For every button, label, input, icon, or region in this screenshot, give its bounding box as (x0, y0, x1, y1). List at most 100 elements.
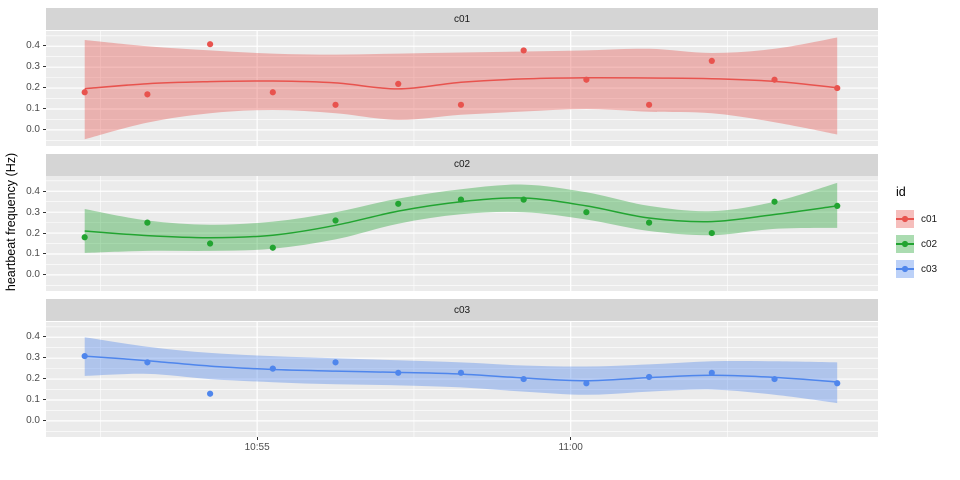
facet-strip-c03: c03 (46, 299, 878, 321)
data-point-c01 (771, 76, 778, 83)
data-point-c02 (457, 196, 465, 203)
legend-key-graphic-c03 (896, 260, 914, 278)
y-tick-mark (42, 66, 46, 68)
y-tick-label: 0.4 (26, 331, 40, 343)
legend-title: id (896, 185, 906, 199)
data-point-c03 (771, 375, 778, 382)
data-point-c03 (207, 390, 214, 397)
x-tick-label: 11:00 (558, 441, 583, 453)
facet-panel-c02 (46, 176, 878, 291)
data-point-c03 (645, 373, 653, 380)
data-point-c01 (81, 88, 88, 95)
data-point-c02 (771, 198, 778, 205)
trend-line-c01 (84, 76, 838, 90)
data-point-c01 (834, 84, 841, 91)
data-point-c03 (81, 352, 88, 359)
legend-entry-c01: c01 (896, 210, 937, 228)
data-point-c01 (645, 101, 653, 108)
y-tick-mark (42, 107, 46, 109)
legend-key-swatch-c03 (896, 260, 914, 278)
data-point-c03 (520, 375, 527, 382)
y-tick-label: 0.3 (26, 206, 40, 218)
y-tick-label: 0.4 (26, 40, 40, 52)
data-point-c02 (520, 196, 527, 203)
y-tick-label: 0.0 (26, 414, 40, 426)
data-point-c02 (207, 240, 214, 247)
data-point-c02 (144, 219, 151, 226)
y-tick-mark (42, 336, 46, 338)
y-tick-label: 0.2 (26, 227, 40, 239)
legend-key-swatch-c01 (896, 210, 914, 228)
data-point-c02 (834, 202, 841, 209)
data-point-c01 (395, 80, 402, 87)
facet-strip-label: c01 (453, 13, 471, 25)
data-point-c02 (269, 244, 276, 251)
y-tick-mark (42, 128, 46, 130)
facet-panel-c03 (46, 321, 878, 437)
y-tick-label: 0.4 (26, 185, 40, 197)
x-tick-mark (256, 436, 258, 440)
data-point-c02 (81, 234, 88, 241)
y-tick-mark (42, 211, 46, 213)
data-point-c02 (708, 229, 715, 237)
y-tick-label: 0.3 (26, 352, 40, 364)
data-point-c03 (583, 379, 590, 386)
legend-key-graphic-c01 (896, 210, 914, 228)
y-tick-label: 0.3 (26, 61, 40, 73)
facet-strip-c01: c01 (46, 8, 878, 30)
data-point-c02 (332, 217, 339, 224)
x-tick-mark (570, 436, 572, 440)
y-tick-mark (42, 253, 46, 255)
facet-strip-c02: c02 (46, 153, 878, 176)
data-point-c03 (332, 358, 339, 365)
legend-entry-c02: c02 (896, 235, 937, 253)
legend-key-graphic-c02 (896, 235, 914, 253)
y-tick-mark (42, 274, 46, 276)
y-tick-label: 0.1 (26, 102, 40, 114)
y-tick-label: 0.1 (26, 248, 40, 260)
y-tick-mark (42, 378, 46, 380)
data-point-c03 (457, 369, 465, 376)
x-tick-label: 10:55 (244, 441, 270, 453)
data-point-c01 (269, 88, 276, 95)
y-tick-mark (42, 190, 46, 192)
y-tick-label: 0.0 (26, 269, 40, 281)
data-point-c03 (834, 379, 841, 386)
y-tick-label: 0.0 (26, 123, 40, 135)
y-tick-label: 0.2 (26, 82, 40, 94)
data-point-c01 (144, 90, 151, 97)
data-point-c01 (207, 40, 214, 47)
y-tick-label: 0.1 (26, 393, 40, 405)
y-tick-mark (42, 398, 46, 400)
data-point-c02 (395, 200, 402, 207)
legend-entry-label: c02 (921, 238, 938, 250)
data-point-c01 (708, 57, 715, 64)
confidence-ribbon-c01 (84, 37, 838, 139)
y-tick-mark (42, 357, 46, 359)
legend-key-swatch-c02 (896, 235, 914, 253)
legend-entry-c03: c03 (896, 260, 937, 278)
data-point-c01 (520, 46, 527, 54)
data-point-c01 (332, 101, 339, 108)
data-point-c02 (583, 209, 590, 216)
y-tick-mark (42, 45, 46, 47)
data-point-c03 (269, 365, 276, 372)
facet-strip-label: c03 (453, 304, 471, 316)
y-tick-mark (42, 87, 46, 89)
facet-panel-c01 (46, 30, 878, 146)
facet-strip-label: c02 (453, 159, 471, 170)
data-point-c03 (395, 369, 402, 376)
legend: id c01 c02 c03 (896, 185, 937, 285)
y-tick-label: 0.2 (26, 373, 40, 385)
data-point-c02 (645, 219, 653, 226)
legend-entry-label: c01 (921, 213, 938, 225)
legend-entry-label: c03 (921, 263, 938, 275)
data-point-c01 (457, 101, 465, 108)
y-tick-mark (42, 232, 46, 234)
data-point-c03 (144, 358, 151, 365)
y-tick-mark (42, 419, 46, 421)
data-point-c01 (583, 76, 590, 83)
data-point-c03 (708, 369, 715, 376)
